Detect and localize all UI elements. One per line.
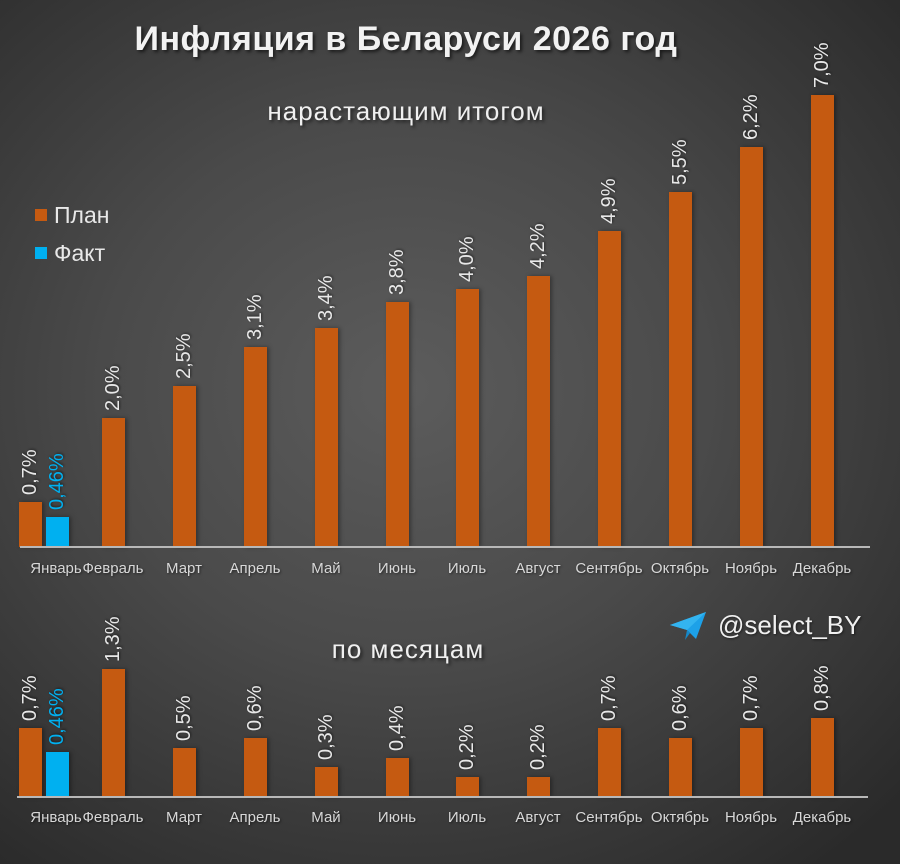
category-label: Июнь [377,560,417,577]
plan-value-label: 4,2% [527,223,549,269]
plan-bar [598,728,621,797]
plan-value-label: 0,6% [244,685,266,731]
fact-bar [46,752,69,797]
plan-value-label: 2,5% [173,333,195,379]
category-label: Август [515,809,561,826]
plan-value-label: 3,1% [244,294,266,340]
category-label: Декабрь [792,560,852,577]
plan-bar [811,95,834,547]
category-label: Июнь [377,809,417,826]
legend-item-plan: План [35,196,109,234]
category-label: Декабрь [792,809,852,826]
plan-bar [456,777,479,797]
plan-bar [740,728,763,797]
plan-bar [386,758,409,797]
category-label: Октябрь [650,809,710,826]
cumulative-x-axis [20,546,870,548]
category-label: Март [166,809,202,826]
category-label: Март [166,560,202,577]
plan-bar [173,386,196,547]
plan-value-label: 6,2% [740,94,762,140]
category-label: Сентябрь [575,560,643,577]
plan-value-label: 0,4% [386,705,408,751]
plan-value-label: 5,5% [669,139,691,185]
plan-bar [598,231,621,547]
legend: План Факт [35,196,109,272]
telegram-watermark: @select_BY [668,610,861,641]
plan-bar [811,718,834,797]
plan-value-label: 7,0% [811,42,833,88]
plan-bar [244,347,267,547]
category-label: Февраль [82,809,144,826]
category-label: Май [311,809,341,826]
plan-value-label: 0,7% [598,675,620,721]
monthly-x-axis [17,796,868,798]
category-label: Ноябрь [724,809,778,826]
plan-value-label: 0,2% [456,724,478,770]
category-label: Ноябрь [724,560,778,577]
category-label: Апрель [229,809,281,826]
plan-bar [102,669,125,797]
plan-value-label: 3,4% [315,275,337,321]
chart-title: Инфляция в Беларуси 2026 год [134,20,678,58]
telegram-icon [670,611,706,640]
category-label: Август [515,560,561,577]
plan-value-label: 4,0% [456,236,478,282]
plan-value-label: 0,7% [19,449,41,495]
plan-bar [386,302,409,547]
plan-value-label: 2,0% [102,365,124,411]
legend-label-plan: План [54,201,110,228]
legend-label-fact: Факт [54,239,106,266]
plan-swatch-icon [35,209,47,221]
cumulative-subtitle: нарастающим итогом [267,96,545,126]
plan-bar [527,276,550,547]
category-label: Июль [447,560,487,577]
plan-value-label: 0,7% [19,675,41,721]
fact-swatch-icon [35,247,47,259]
plan-bar [315,328,338,547]
plan-bar [173,748,196,797]
category-label: Апрель [229,560,281,577]
plan-bar [315,767,338,797]
plan-value-label: 0,3% [315,714,337,760]
plan-value-label: 3,8% [386,249,408,295]
plan-bar [102,418,125,547]
plan-bar [527,777,550,797]
plan-bar [244,738,267,797]
plan-value-label: 0,5% [173,695,195,741]
plan-bar [669,192,692,547]
category-label: Январь [30,560,82,577]
category-label: Июль [447,809,487,826]
plan-bar [740,147,763,547]
fact-bar [46,517,69,547]
category-label: Октябрь [650,560,710,577]
monthly-subtitle: по месяцам [331,634,485,664]
plan-bar [19,502,42,547]
plan-value-label: 0,8% [811,665,833,711]
category-label: Февраль [82,560,144,577]
fact-value-label: 0,46% [46,688,68,745]
plan-bar [19,728,42,797]
legend-item-fact: Факт [35,234,109,272]
plan-bar [456,289,479,547]
plan-bar [669,738,692,797]
category-label: Май [311,560,341,577]
fact-value-label: 0,46% [46,453,68,510]
telegram-handle: @select_BY [718,610,862,640]
plan-value-label: 1,3% [102,616,124,662]
plan-value-label: 0,6% [669,685,691,731]
plan-value-label: 4,9% [598,178,620,224]
category-label: Сентябрь [575,809,643,826]
plan-value-label: 0,7% [740,675,762,721]
category-label: Январь [30,809,82,826]
plan-value-label: 0,2% [527,724,549,770]
